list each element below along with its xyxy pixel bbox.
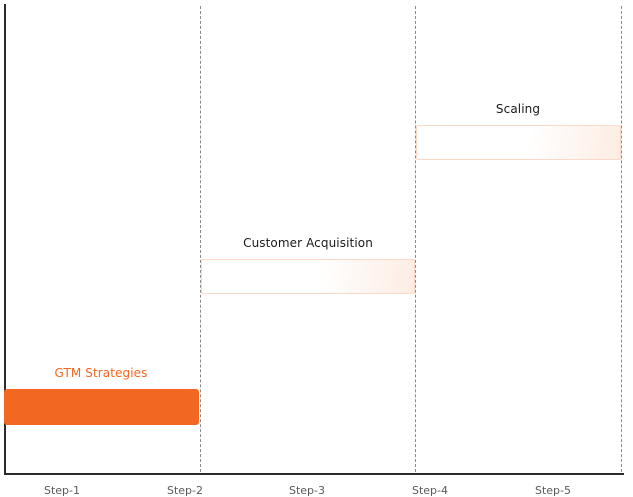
step-label-3: Step-3	[288, 484, 326, 497]
step-label-1: Step-1	[43, 484, 81, 497]
step-2-divider	[200, 6, 201, 472]
phase-bar-gtm-strategies	[4, 389, 199, 425]
phase-label-customer-acquisition: Customer Acquisition	[243, 236, 373, 250]
phase-label-gtm-strategies: GTM Strategies	[54, 366, 148, 380]
step-label-2: Step-2	[166, 484, 204, 497]
step-label-4: Step-4	[411, 484, 449, 497]
step-5-divider	[621, 6, 622, 472]
phase-bar-scaling	[416, 125, 621, 160]
phase-bar-customer-acquisition	[201, 259, 415, 294]
phase-label-scaling: Scaling	[495, 102, 541, 116]
step-label-5: Step-5	[534, 484, 572, 497]
y-axis	[4, 4, 6, 474]
step-4-divider	[415, 6, 416, 472]
x-axis	[4, 473, 624, 475]
